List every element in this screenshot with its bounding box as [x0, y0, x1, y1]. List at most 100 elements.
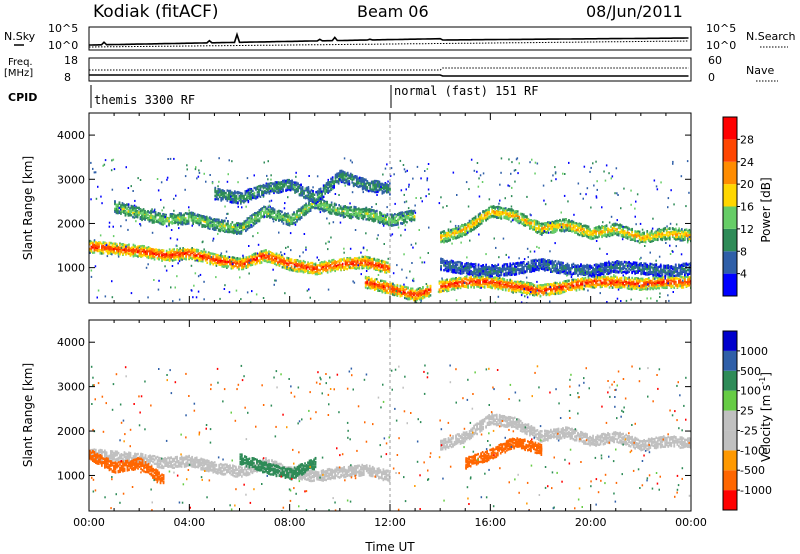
power-cell [233, 229, 235, 232]
power-cell [206, 257, 209, 260]
power-cell [368, 265, 371, 268]
power-cell [218, 254, 221, 258]
power-cell [116, 246, 118, 249]
power-cell [254, 222, 256, 225]
power-cell [270, 207, 273, 210]
power-cell [350, 206, 353, 209]
power-cell [249, 225, 252, 229]
power-cell [204, 257, 207, 261]
power-cell [129, 213, 131, 216]
power-cell [474, 223, 477, 226]
power-cell [367, 183, 370, 186]
power-cell [123, 203, 125, 206]
power-cell [343, 171, 346, 174]
power-cell [150, 212, 152, 216]
power-cell [324, 187, 326, 190]
power-cell [184, 217, 187, 221]
power-cell [341, 265, 344, 268]
power-cell [473, 217, 475, 220]
power-cell [132, 253, 135, 256]
power-cell [391, 221, 393, 224]
power-cell [173, 255, 175, 258]
power-cell [168, 248, 171, 251]
power-cell [284, 215, 286, 218]
power-cell [378, 183, 381, 186]
power-cell [216, 256, 219, 260]
power-cell [365, 208, 368, 211]
power-cell [189, 253, 192, 256]
power-cell [258, 219, 261, 223]
power-cell [364, 256, 367, 260]
power-cell [200, 251, 203, 255]
power-cell [138, 251, 141, 255]
power-cell [104, 248, 106, 251]
power-cell [170, 258, 172, 261]
power-cell [471, 217, 474, 221]
power-cell [334, 264, 336, 267]
power-cell [230, 265, 233, 268]
power-cell [388, 264, 391, 267]
power-cell [332, 266, 335, 270]
power-cell [221, 262, 224, 266]
power-cell [217, 219, 220, 222]
power-cell [301, 270, 303, 273]
power-cell [287, 215, 289, 219]
power-cell [313, 271, 315, 274]
power-cell [129, 249, 132, 252]
power-cell [99, 252, 102, 255]
power-cell [350, 213, 353, 216]
power-cell [334, 180, 337, 184]
power-cell [191, 247, 193, 250]
power-cell [203, 254, 206, 257]
power-cell [360, 213, 363, 217]
power-cell [212, 263, 215, 266]
power-cell [199, 217, 202, 220]
power-cell [409, 217, 411, 220]
power-cell [136, 206, 139, 209]
power-cell [368, 262, 371, 265]
power-cell [290, 265, 293, 268]
power-cell [324, 202, 327, 205]
power-cell [216, 254, 219, 257]
power-cell [283, 179, 286, 182]
power-cell [195, 257, 198, 260]
power-cell [126, 207, 128, 210]
power-cell [287, 257, 290, 260]
power-cell [344, 266, 347, 269]
power-cell [210, 261, 213, 264]
power-cell [221, 260, 224, 263]
power-cell [381, 263, 383, 266]
power-cell [249, 197, 251, 200]
power-cell [205, 223, 208, 226]
power-cell [162, 223, 164, 226]
power-cell [98, 249, 100, 253]
power-cell [101, 248, 103, 252]
power-cell [376, 217, 378, 221]
power-cell [350, 261, 353, 264]
power-cell [327, 187, 329, 190]
power-cell [374, 210, 377, 213]
power-cell [462, 224, 465, 227]
power-cell [458, 234, 460, 237]
power-cell [235, 257, 237, 261]
power-cell [330, 183, 332, 187]
power-cell [185, 249, 187, 252]
power-cell [289, 186, 292, 190]
power-cell [314, 267, 317, 270]
power-cell [303, 208, 306, 211]
power-cell [474, 217, 477, 220]
power-cell [299, 264, 302, 267]
power-cell [287, 220, 289, 223]
power-cell [149, 253, 151, 256]
power-cell [362, 257, 365, 260]
power-cell [128, 243, 130, 246]
power-cell [486, 212, 489, 215]
power-cell [117, 246, 120, 250]
power-cell [158, 248, 160, 252]
power-cell [363, 187, 366, 190]
power-cell [207, 219, 210, 223]
power-cell [357, 211, 360, 214]
power-cell [372, 180, 375, 183]
power-cell [117, 209, 119, 213]
power-cell [256, 258, 258, 261]
